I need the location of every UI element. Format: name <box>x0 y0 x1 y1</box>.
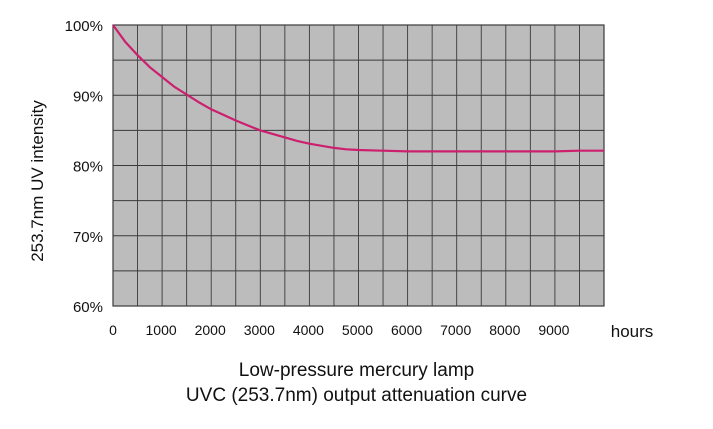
y-tick-label: 100% <box>65 18 103 35</box>
x-tick-label: 7000 <box>440 322 471 338</box>
x-tick-label: 2000 <box>195 322 226 338</box>
plot-frame <box>112 24 605 307</box>
x-tick-labels: 0 1000 2000 3000 4000 5000 6000 7000 8000 9000 <box>109 322 570 338</box>
x-tick-label: 0 <box>109 322 117 338</box>
y-tick-label: 80% <box>73 159 103 176</box>
y-tick-label: 70% <box>73 229 103 246</box>
y-tick-label: 90% <box>73 88 103 105</box>
x-tick-label: 8000 <box>489 322 520 338</box>
x-unit-label: hours <box>611 322 654 341</box>
y-tick-label: 60% <box>73 299 103 316</box>
y-axis-label: 253.7nm UV intensity <box>28 100 47 262</box>
x-tick-label: 5000 <box>342 322 373 338</box>
x-tick-label: 4000 <box>293 322 324 338</box>
chart-title-line-2: UVC (253.7nm) output attenuation curve <box>185 385 528 406</box>
x-tick-label: 6000 <box>391 322 422 338</box>
attenuation-curve <box>112 24 604 153</box>
y-tick-labels: 100% 90% 80% 70% 60% <box>65 18 103 316</box>
chart-title-line-1: Low-pressure mercury lamp <box>238 360 475 381</box>
grid <box>113 25 604 306</box>
x-tick-label: 1000 <box>146 322 177 338</box>
x-tick-label: 9000 <box>538 322 569 338</box>
x-tick-label: 3000 <box>244 322 275 338</box>
